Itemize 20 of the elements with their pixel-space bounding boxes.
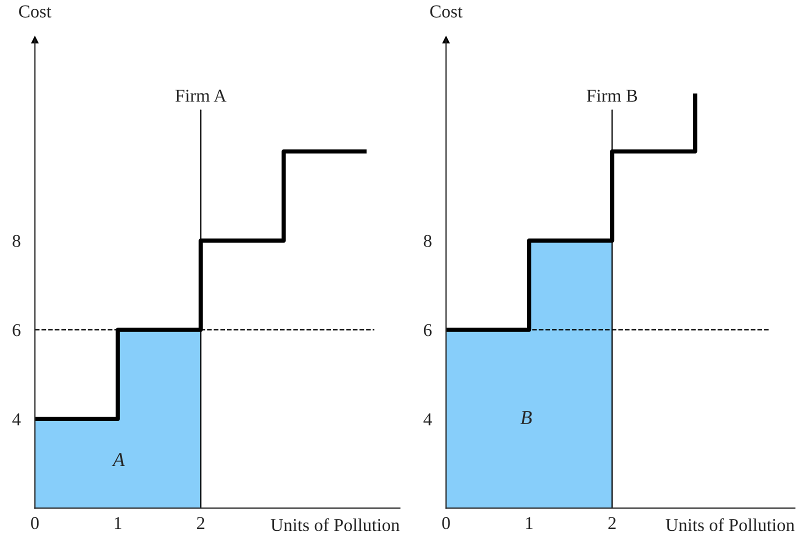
y-tick-label: 4 — [12, 413, 21, 426]
x-axis-title: Units of Pollution — [666, 518, 795, 532]
x-tick-label: 0 — [442, 516, 450, 530]
x-tick-label: 1 — [526, 517, 533, 529]
y-tick-label: 8 — [12, 234, 20, 248]
y-tick-label: 8 — [424, 234, 432, 248]
x-tick-label: 0 — [31, 516, 39, 530]
x-tick-label: 2 — [197, 517, 204, 529]
y-axis-title: Cost — [19, 5, 52, 18]
y-tick-label: 6 — [424, 324, 432, 336]
annotation: B — [520, 411, 532, 424]
x-tick-label: 1 — [114, 517, 122, 529]
x-tick-label: 2 — [608, 517, 616, 529]
annotation: A — [112, 453, 125, 466]
x-axis-title: Units of Pollution — [270, 518, 400, 532]
y-tick-label: 6 — [12, 324, 20, 336]
y-tick-label: 4 — [423, 413, 432, 426]
ref-line-label: Firm B — [586, 90, 638, 102]
ref-line-label: Firm A — [175, 90, 226, 102]
y-axis-title: Cost — [430, 5, 462, 18]
